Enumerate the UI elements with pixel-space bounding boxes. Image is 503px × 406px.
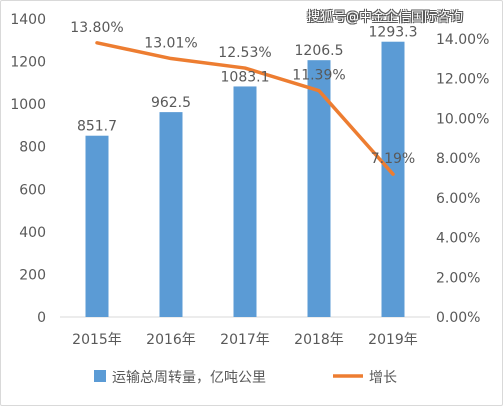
bar (381, 41, 405, 318)
y-right-tick-label: 14.00% (436, 32, 489, 48)
y-left-tick-label: 200 (19, 267, 46, 283)
y-left-tick-label: 1000 (10, 97, 46, 113)
bar (307, 60, 331, 317)
x-tick-label: 2019年 (368, 332, 418, 348)
bar-data-label: 1083.1 (221, 69, 270, 85)
y-right-tick-label: 8.00% (436, 151, 480, 167)
y-right-tick-label: 4.00% (436, 231, 480, 247)
bar (233, 86, 257, 317)
y-right-tick-label: 6.00% (436, 191, 480, 207)
y-right-tick-label: 0.00% (436, 310, 480, 326)
x-tick-label: 2016年 (146, 332, 196, 348)
y-left-tick-label: 600 (19, 182, 46, 198)
x-tick-label: 2017年 (220, 332, 270, 348)
bar-data-label: 962.5 (151, 95, 191, 111)
bar (159, 112, 183, 317)
y-right-tick-label: 2.00% (436, 270, 480, 286)
watermark: 搜狐号@中金企信国际咨询 (307, 10, 464, 25)
growth-line (95, 41, 395, 176)
x-tick-label: 2015年 (72, 332, 122, 348)
x-tick-label: 2018年 (294, 332, 344, 348)
bar-data-label: 851.7 (77, 119, 117, 135)
bar-data-label: 1293.3 (369, 25, 418, 41)
bar (85, 135, 109, 317)
legend-bar-label: 运输总周转量，亿吨公里 (112, 370, 266, 386)
y-right-tick-label: 12.00% (436, 72, 489, 88)
y-left-tick-label: 1200 (10, 55, 46, 71)
line-data-label: 11.39% (292, 68, 345, 84)
y-left-tick-label: 1400 (10, 12, 46, 28)
y-left-tick-label: 800 (19, 140, 46, 156)
bar-data-label: 1206.5 (295, 43, 344, 59)
legend-bar-swatch (94, 370, 106, 382)
line-data-label: 13.80% (70, 20, 123, 36)
y-left-tick-label: 0 (37, 310, 46, 326)
line-data-label: 13.01% (144, 36, 197, 52)
legend-line-label: 增长 (369, 370, 397, 386)
y-right-tick-label: 10.00% (436, 111, 489, 127)
line-data-label: 7.19% (371, 151, 415, 167)
y-left-tick-label: 400 (19, 225, 46, 241)
line-data-label: 12.53% (218, 45, 271, 61)
